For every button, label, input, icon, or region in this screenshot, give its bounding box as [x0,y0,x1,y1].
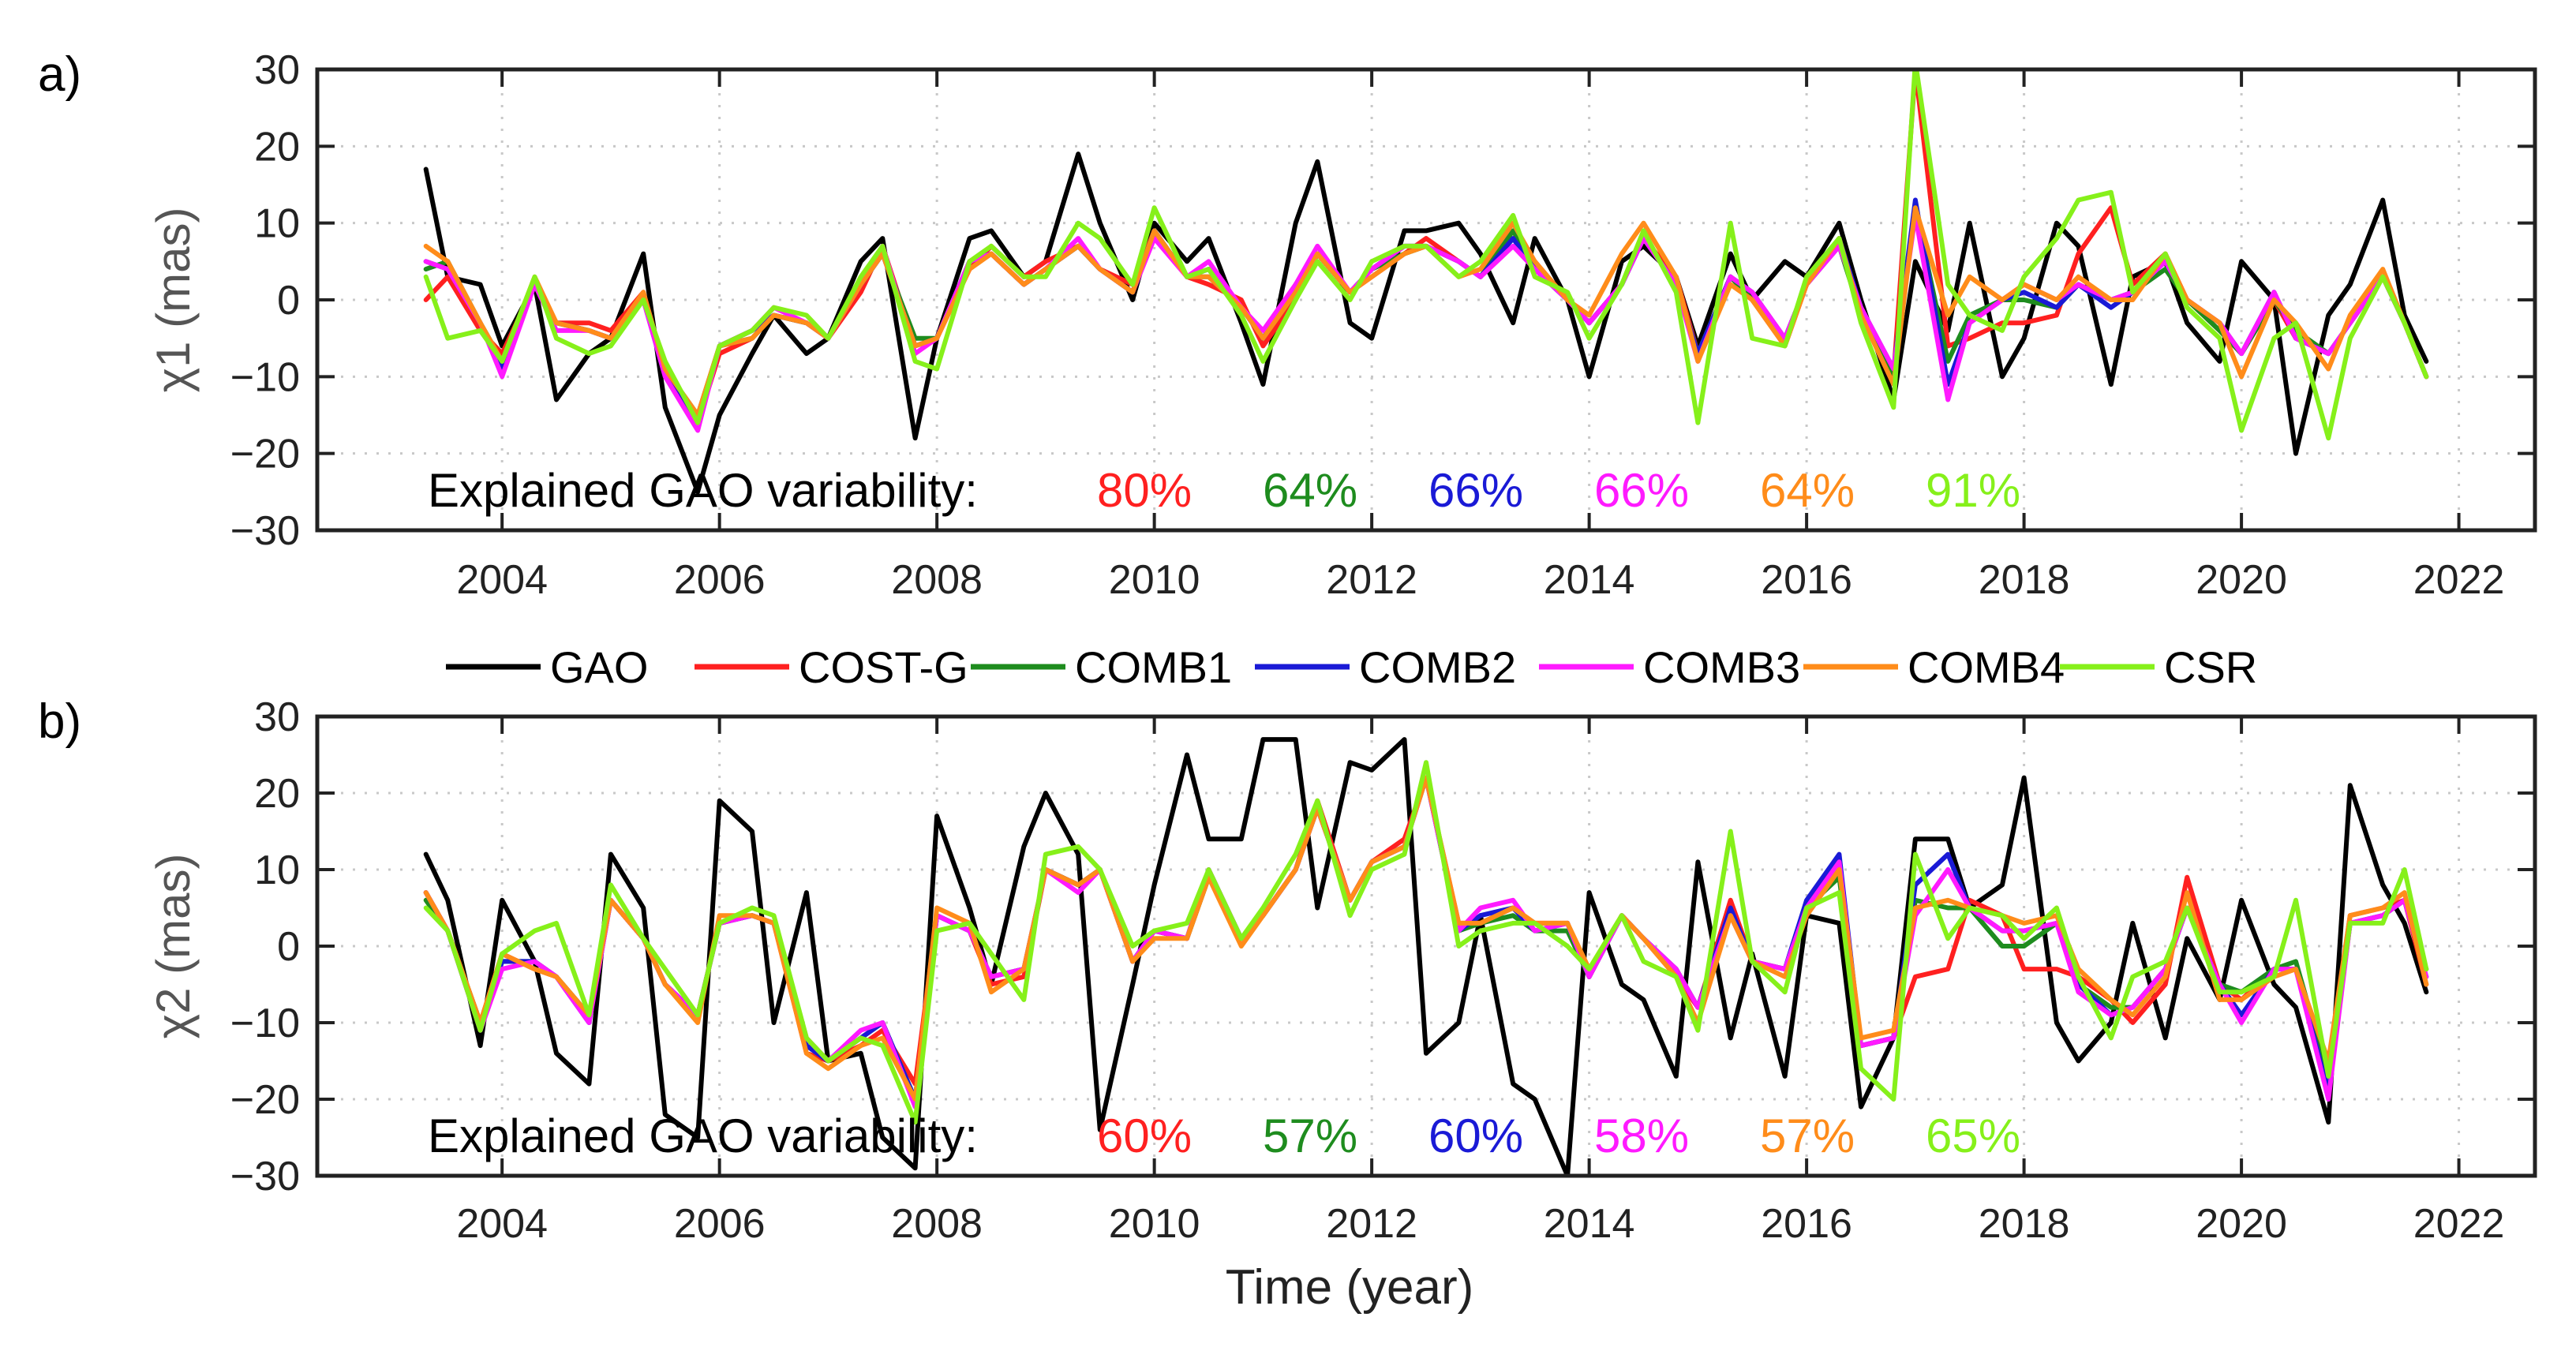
annotation-label: Explained GAO variability: [428,1109,978,1162]
series-line-csr [423,760,2429,1125]
legend-label: COST-G [799,642,968,692]
annotation-value: 64% [1760,464,1855,517]
annotation-value: 80% [1097,464,1192,517]
panel-b-chart: 2004 2006 2008 2010 2012 2014 2016 2018 2020 2022… [147,694,2537,1247]
annotation-value: 66% [1428,464,1523,517]
x-tick-label: 2020 [2196,557,2287,603]
annotation-value: 58% [1594,1109,1689,1162]
y-tick-label: 10 [254,847,300,893]
x-tick-label: 2006 [674,1201,766,1247]
legend-label: COMB1 [1075,642,1232,692]
series-line-comb4 [423,775,2429,1102]
x-tick-label: 2018 [1979,1201,2070,1247]
x-tick-label: 2022 [2413,1201,2505,1247]
x-tick-label: 2012 [1326,1201,1417,1247]
legend-label: COMB2 [1359,642,1516,692]
legend-label: GAO [550,642,648,692]
y-tick-label: −20 [230,1077,300,1123]
legend-label: COMB4 [1908,642,2065,692]
x-tick-label: 2012 [1326,557,1417,603]
annotation-value: 57% [1263,1109,1357,1162]
y-tick-label: −10 [230,1001,300,1046]
y-tick-label: 0 [277,278,300,324]
x-tick-label: 2016 [1761,1201,1852,1247]
y-tick-label: 30 [254,694,300,740]
y-tick-label: 20 [254,124,300,170]
y-axis-label: χ1 (mas) [147,208,200,393]
x-tick-label: 2004 [456,557,548,603]
annotation-value: 60% [1097,1109,1192,1162]
series-line-gao [423,152,2429,495]
x-tick-label: 2014 [1544,1201,1635,1247]
panel-a-chart: 2004 2006 2008 2010 2012 2014 2016 2018 2020 2022… [147,47,2537,603]
series-line-csr [423,69,2429,441]
legend-label: COMB3 [1643,642,1800,692]
y-tick-label: −20 [230,432,300,477]
y-axis-label: χ2 (mas) [147,854,200,1039]
annotation-value: 57% [1760,1109,1855,1162]
y-tick-label: 20 [254,771,300,817]
series-group [423,69,2429,495]
x-tick-label: 2014 [1544,557,1635,603]
x-tick-label: 2022 [2413,557,2505,603]
annotation-value: 66% [1594,464,1689,517]
y-tick-label: −30 [230,508,300,554]
x-tick-label: 2008 [891,557,983,603]
x-tick-label: 2006 [674,557,766,603]
x-tick-label: 2020 [2196,1201,2287,1247]
annotation-label: Explained GAO variability: [428,464,978,517]
series-group [423,737,2429,1176]
annotation-value: 60% [1428,1109,1523,1162]
x-tick-label: 2010 [1109,1201,1200,1247]
legend: GAO COST-G COMB1 COMB2 COMB3 COMB4 CSR [446,642,2257,692]
legend-label: CSR [2164,642,2257,692]
series-line-gao [423,737,2429,1176]
y-tick-label: 10 [254,201,300,247]
y-tick-label: −30 [230,1154,300,1199]
x-tick-label: 2004 [456,1201,548,1247]
panel-a-label: a) [38,47,81,102]
x-tick-label: 2016 [1761,557,1852,603]
y-tick-label: −10 [230,354,300,400]
panel-b-label: b) [38,694,81,749]
x-tick-label: 2010 [1109,557,1200,603]
annotation-value: 91% [1926,464,2020,517]
annotation-value: 64% [1263,464,1357,517]
x-axis-label: Time (year) [1226,1260,1474,1315]
y-tick-label: 0 [277,924,300,970]
x-tick-label: 2008 [891,1201,983,1247]
annotation-value: 65% [1926,1109,2020,1162]
y-tick-label: 30 [254,47,300,93]
x-tick-label: 2018 [1979,557,2070,603]
